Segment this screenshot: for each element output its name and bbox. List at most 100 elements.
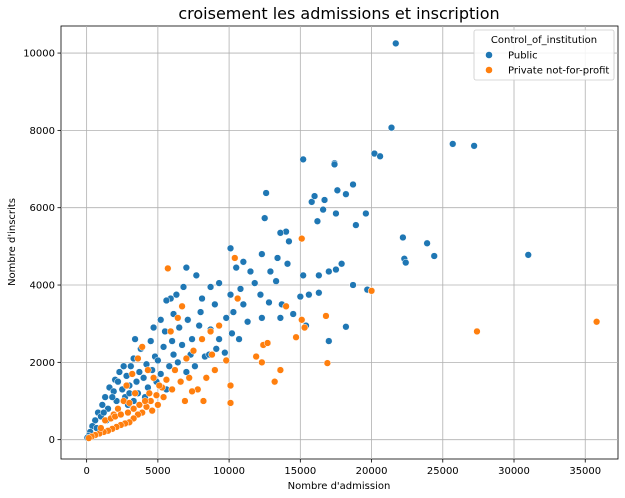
data-point [233, 294, 242, 303]
data-point [299, 271, 307, 280]
data-point [524, 251, 532, 259]
data-point [127, 362, 135, 370]
data-point [100, 408, 108, 417]
data-point [191, 362, 199, 370]
data-point [470, 142, 478, 150]
data-point [199, 397, 208, 405]
data-point [159, 343, 168, 351]
data-point [192, 271, 200, 280]
data-point [423, 239, 431, 247]
data-point [131, 335, 139, 343]
data-point [283, 260, 292, 268]
data-point [342, 190, 350, 198]
data-point [226, 399, 235, 407]
data-point [276, 229, 285, 237]
data-point [333, 186, 342, 194]
data-point [315, 289, 323, 297]
data-point [298, 316, 306, 324]
data-point [222, 314, 230, 322]
data-point [215, 335, 223, 343]
data-point [184, 316, 192, 324]
data-point [168, 385, 176, 394]
data-point [239, 300, 247, 309]
data-point [232, 263, 240, 272]
legend-label-public: Public [508, 51, 538, 62]
x-tick-label: 0 [83, 466, 89, 477]
data-point [236, 285, 245, 293]
grid-lines [61, 26, 618, 459]
data-point [178, 341, 186, 349]
y-tick-label: 6000 [30, 203, 55, 214]
y-tick-label: 0 [49, 435, 55, 446]
data-point [130, 405, 138, 413]
data-point [252, 352, 260, 361]
data-point [325, 267, 333, 276]
legend-marker-public [485, 51, 493, 59]
data-point [262, 189, 270, 197]
x-tick-label: 20000 [356, 466, 388, 477]
data-point [169, 350, 178, 359]
data-point [144, 366, 152, 374]
legend-marker-private [485, 66, 493, 74]
data-point [211, 300, 219, 309]
data-point [362, 209, 370, 218]
data-point [392, 39, 400, 48]
data-point [98, 401, 106, 409]
x-tick-label: 10000 [213, 466, 245, 477]
data-point [305, 291, 313, 299]
data-point [221, 349, 229, 357]
data-point [261, 214, 269, 222]
data-point [162, 296, 171, 305]
y-tick-label: 8000 [30, 126, 55, 137]
data-point [266, 267, 275, 276]
data-point [179, 283, 188, 291]
data-point [124, 408, 132, 417]
data-point [185, 374, 193, 382]
data-point [149, 374, 158, 382]
data-point [141, 397, 149, 405]
data-point [449, 140, 457, 148]
y-tick-label: 10000 [23, 49, 55, 60]
data-point [198, 335, 206, 343]
data-point [215, 321, 223, 330]
data-point [211, 366, 219, 374]
data-point [138, 343, 146, 351]
data-point [289, 310, 297, 318]
data-point [117, 410, 125, 419]
data-point [256, 291, 265, 299]
data-point [157, 316, 165, 324]
data-point [174, 314, 182, 322]
series-0 [83, 39, 532, 442]
data-point [159, 393, 168, 401]
data-point [97, 424, 105, 432]
data-point [135, 401, 144, 409]
data-point [139, 374, 148, 382]
data-point [101, 393, 109, 401]
data-point [131, 389, 139, 397]
data-point [310, 192, 319, 200]
data-point [172, 291, 181, 299]
data-point [188, 335, 196, 343]
y-tick-label: 2000 [30, 358, 55, 369]
legend-title: Control_of_institution [491, 35, 597, 46]
data-point [226, 291, 235, 299]
data-point [108, 393, 116, 401]
data-point [206, 327, 215, 336]
data-point [149, 323, 158, 332]
data-point [258, 358, 266, 366]
x-tick-label: 30000 [498, 466, 530, 477]
data-point [263, 339, 272, 347]
data-point [189, 347, 198, 355]
data-point [177, 378, 185, 386]
data-point [182, 263, 191, 272]
data-point [206, 283, 215, 291]
data-point [135, 368, 144, 376]
y-axis-label: Nombre d'inscrits [7, 198, 18, 286]
data-point [376, 152, 384, 160]
data-point [114, 378, 122, 386]
data-point [178, 302, 186, 310]
data-point [273, 254, 282, 262]
data-point [162, 376, 171, 384]
data-point [258, 250, 266, 258]
